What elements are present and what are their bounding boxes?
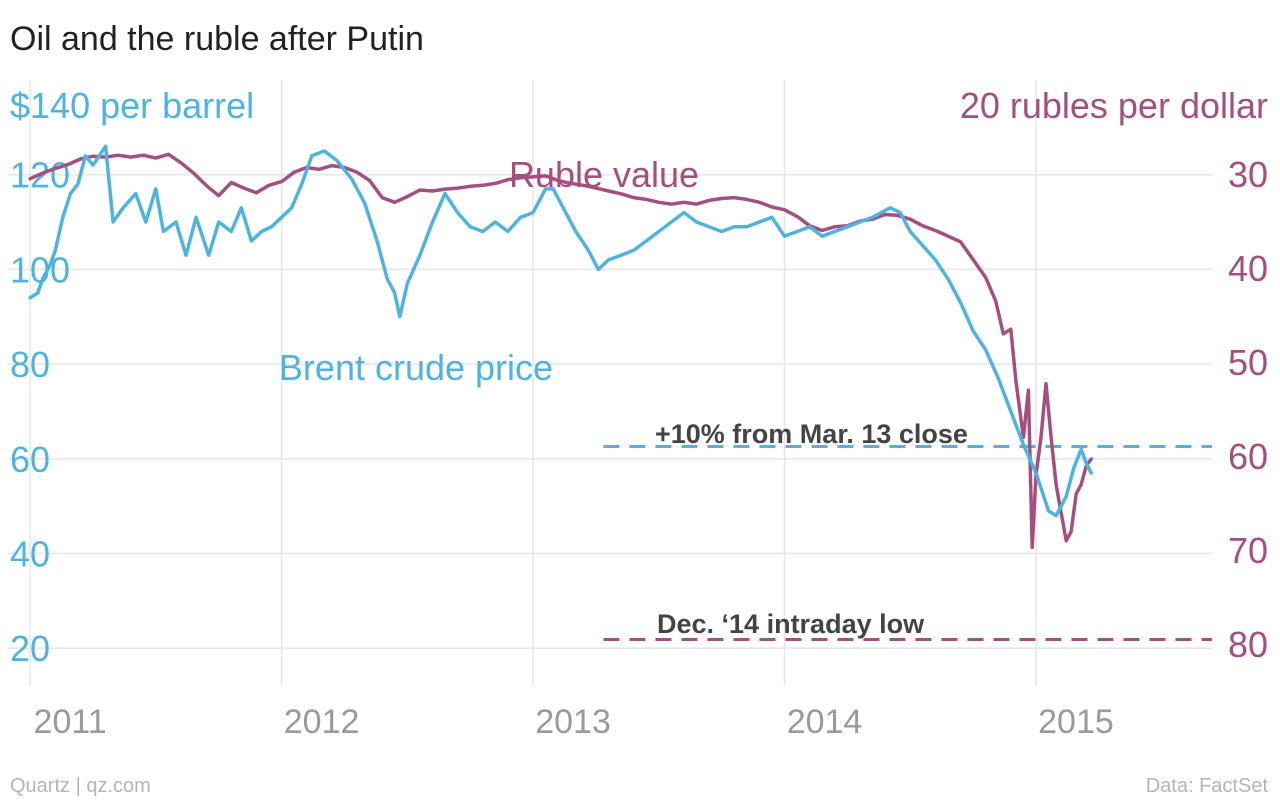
left-axis-label: $140 per barrel	[10, 85, 254, 126]
left-tick-label: 60	[10, 439, 50, 480]
x-tick-label: 2015	[1038, 703, 1114, 741]
ruble-value-line	[28, 152, 1094, 550]
x-tick-label: 2012	[284, 703, 360, 741]
right-tick-label: 60	[1228, 436, 1268, 477]
x-tick-label: 2014	[787, 703, 863, 741]
ruble-reference-annotation: Dec. ‘14 intraday low	[657, 609, 925, 639]
series-lines	[28, 144, 1094, 550]
source-text: Data: FactSet	[1146, 775, 1269, 797]
right-tick-label: 40	[1228, 248, 1268, 289]
right-tick-label: 30	[1228, 154, 1268, 195]
oil-price-line	[28, 144, 1094, 518]
oil-series-label: Brent crude price	[279, 347, 553, 388]
x-axis-ticks: 2011 2012 2013 2014 2015	[34, 703, 1114, 741]
right-axis-ticks: 30 40 50 60 70 80	[1228, 154, 1268, 665]
credit-text: Quartz | qz.com	[10, 775, 151, 797]
oil-reference-annotation: +10% from Mar. 13 close	[655, 419, 968, 449]
right-tick-label: 50	[1228, 342, 1268, 383]
chart-title: Oil and the ruble after Putin	[10, 20, 424, 58]
right-tick-label: 70	[1228, 530, 1268, 571]
left-tick-label: 80	[10, 344, 50, 385]
x-tick-label: 2011	[34, 703, 107, 741]
left-tick-label: 40	[10, 533, 50, 574]
left-tick-label: 20	[10, 628, 50, 669]
x-tick-label: 2013	[535, 703, 611, 741]
reference-lines	[603, 444, 1212, 642]
right-tick-label: 80	[1228, 624, 1268, 665]
right-axis-label: 20 rubles per dollar	[960, 85, 1268, 126]
gridlines	[8, 80, 1212, 686]
ruble-series-label: Ruble value	[509, 154, 699, 195]
